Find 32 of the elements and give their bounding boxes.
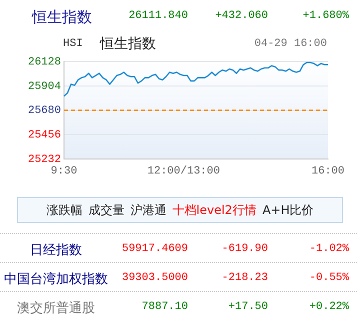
x-tick-label: 12:00/13:00 bbox=[147, 166, 220, 178]
text: 04-29 16:00 bbox=[254, 38, 327, 50]
text: 7887.10 bbox=[142, 301, 188, 313]
text: 39303.5000 bbox=[122, 272, 188, 284]
text: 十档level2行情 bbox=[172, 202, 256, 218]
text: 澳交所普通股 bbox=[16, 300, 96, 317]
text: -1.02% bbox=[309, 243, 349, 255]
y-tick-label: 25456 bbox=[28, 130, 61, 142]
y-tick-label: 25232 bbox=[28, 154, 61, 166]
x-tick-label: 9:30 bbox=[50, 166, 78, 178]
text: 26111.840 bbox=[128, 10, 188, 22]
text: -0.55% bbox=[309, 272, 349, 284]
text: A+H比价 bbox=[262, 202, 314, 218]
text: -619.90 bbox=[222, 243, 268, 255]
text: -218.23 bbox=[222, 272, 268, 284]
y-tick-label: 25680 bbox=[28, 105, 61, 118]
text: HSI bbox=[63, 38, 83, 50]
chart-title: 恒生指数 bbox=[32, 8, 92, 27]
text: +17.50 bbox=[228, 301, 268, 313]
text: +432.060 bbox=[215, 10, 268, 22]
text: 59917.4609 bbox=[122, 243, 188, 255]
text: 成交量 bbox=[88, 202, 124, 218]
y-tick-label: 25904 bbox=[28, 80, 62, 93]
text: 日经指数 bbox=[29, 242, 83, 259]
text: 涨跌幅 bbox=[46, 202, 82, 218]
text: 沪港通 bbox=[130, 202, 166, 218]
text: 恒生指数 bbox=[100, 35, 156, 53]
text: 中国台湾加权指数 bbox=[3, 271, 109, 288]
y-tick-label: 26128 bbox=[28, 56, 61, 69]
text: +0.22% bbox=[309, 301, 349, 313]
x-tick-label: 16:00 bbox=[311, 166, 345, 178]
text: +1.680% bbox=[302, 10, 349, 22]
